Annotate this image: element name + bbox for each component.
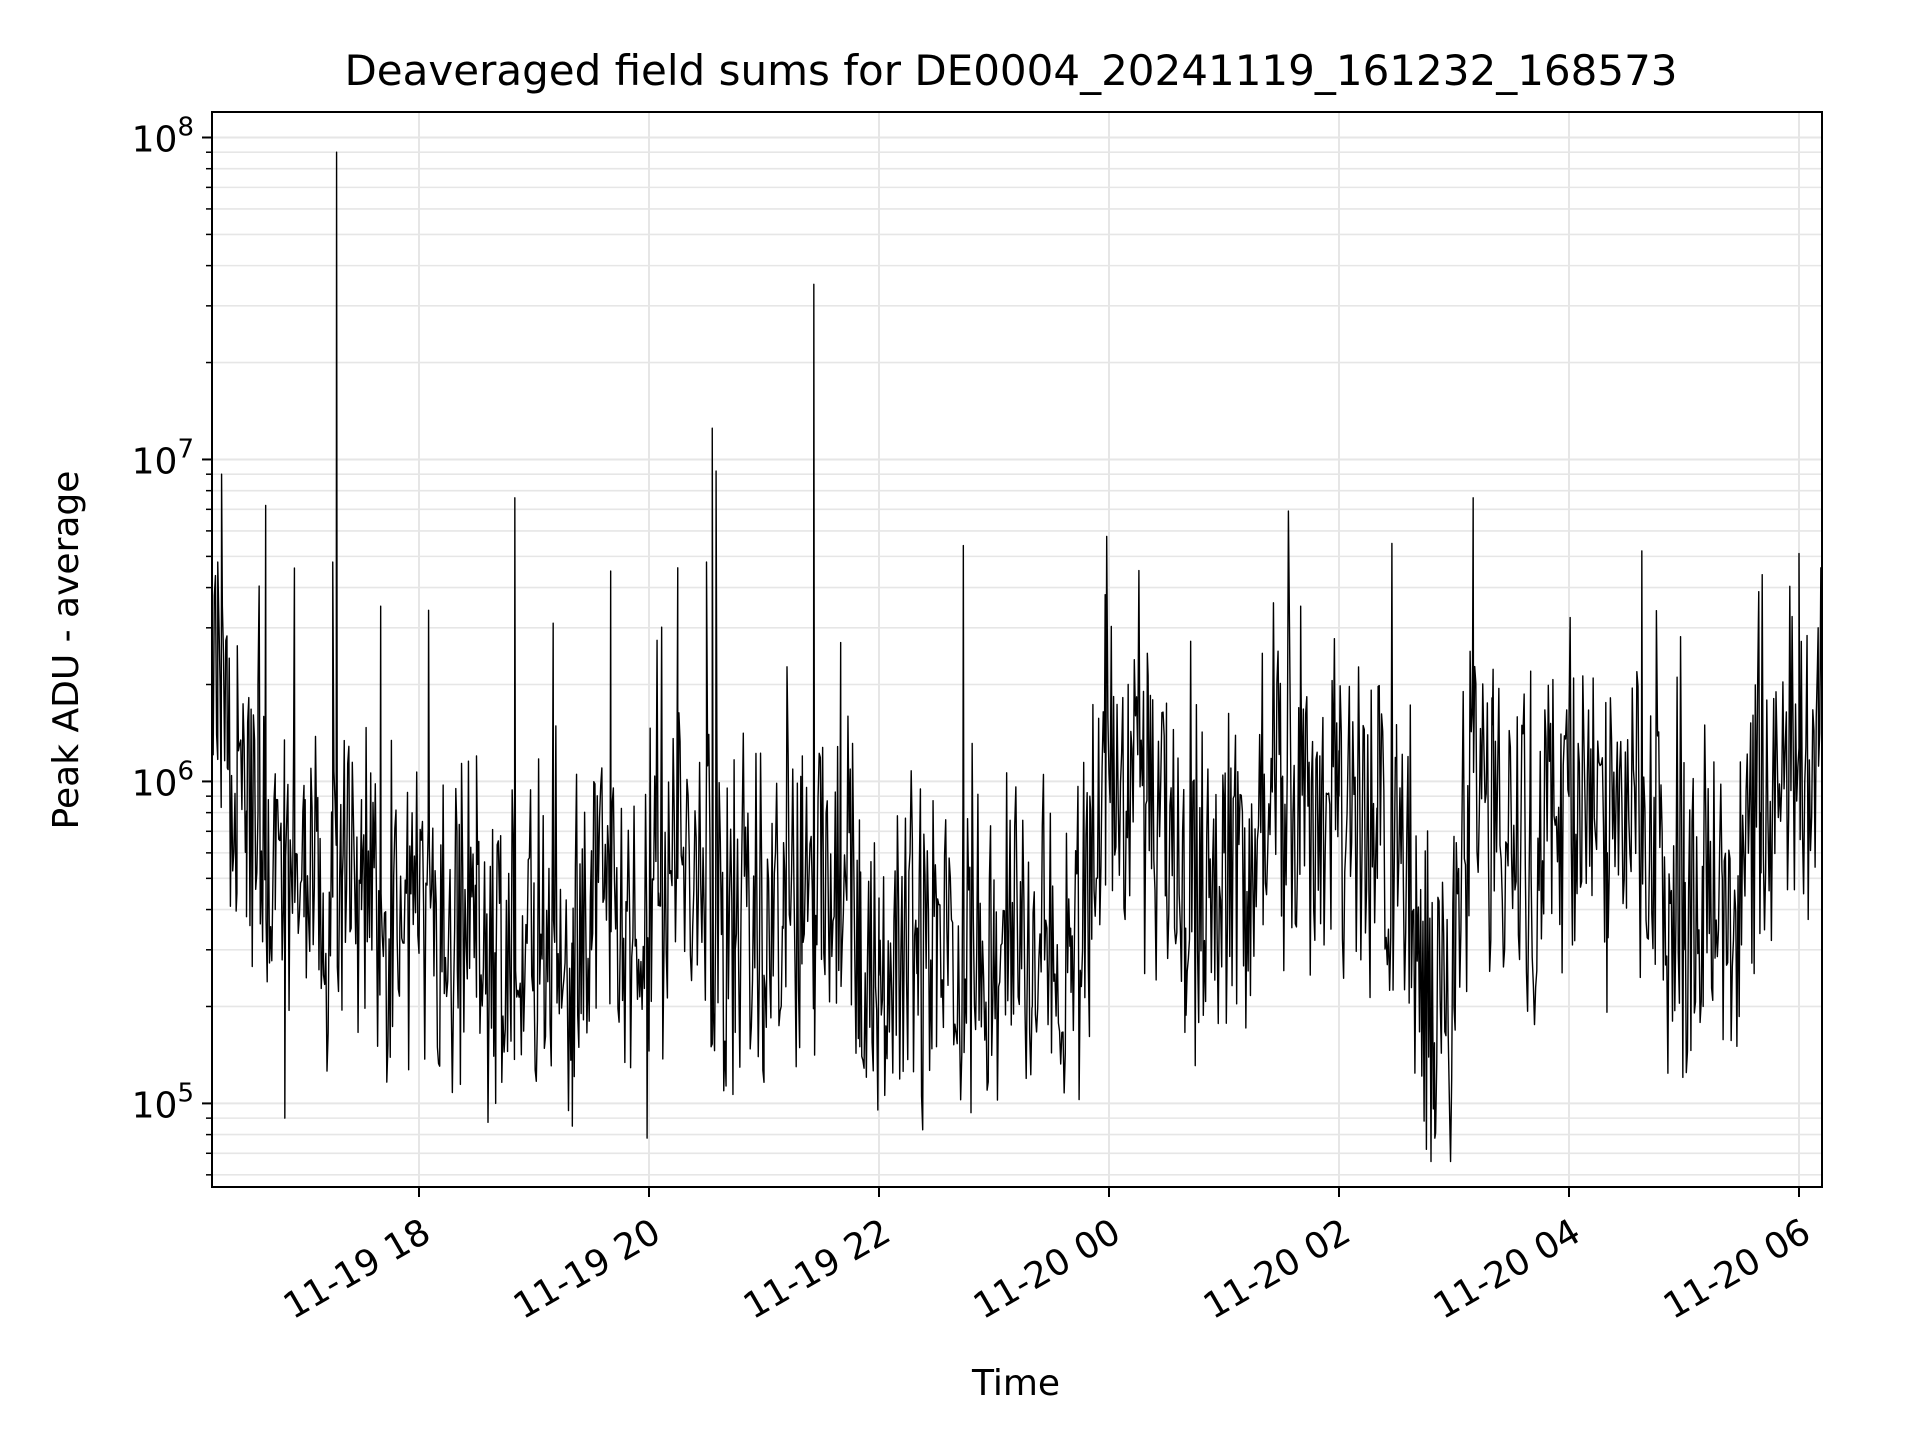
x-axis-label: Time [971, 1363, 1060, 1404]
y-axis: 105 106 107 108 [132, 112, 212, 1176]
y-tick-label: 105 [132, 1078, 194, 1126]
y-tick-label: 107 [132, 434, 194, 482]
plot-area-frame [211, 111, 1823, 1188]
y-tick-label: 108 [132, 112, 194, 160]
y-tick-label: 106 [132, 756, 194, 804]
chart-title: Deaveraged field sums for DE0004_2024111… [344, 46, 1677, 95]
series-line [211, 151, 1823, 1163]
data-series [211, 151, 1823, 1163]
y-axis-label: Peak ADU - average [46, 471, 87, 830]
